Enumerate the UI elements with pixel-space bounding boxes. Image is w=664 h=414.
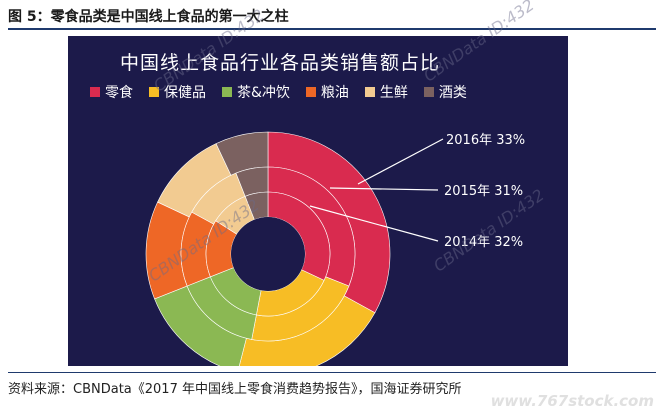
legend-swatch	[90, 87, 100, 97]
legend-swatch	[423, 87, 434, 97]
legend-swatch	[222, 87, 232, 97]
legend-item: 零食	[90, 82, 133, 102]
legend-label: 酒类	[438, 85, 467, 101]
site-watermark: www.767stock.com	[490, 392, 654, 410]
legend-item: 保健品	[149, 82, 206, 102]
legend-label: 粮油	[320, 85, 349, 101]
legend-label: 保健品	[164, 85, 206, 101]
legend-label: 茶&冲饮	[237, 85, 290, 101]
legend-swatch	[364, 87, 375, 97]
callout-line	[329, 187, 439, 191]
legend-swatch	[305, 87, 316, 97]
legend-label: 生鲜	[379, 85, 408, 101]
callout-label: 2015年 31%	[444, 184, 523, 199]
callout-line	[357, 138, 444, 185]
callout-label: 2016年 33%	[446, 133, 525, 148]
legend-item: 生鲜	[364, 82, 408, 102]
source-note: 资料来源：CBNData《2017 年中国线上零食消费趋势报告》，国海证券研究所	[8, 382, 462, 397]
figure-title: 图 5：零食品类是中国线上食品的第一大之柱	[8, 9, 289, 25]
legend-item: 茶&冲饮	[222, 82, 290, 102]
chart-legend: 零食 保健品 茶&冲饮 粮油 生鲜 酒类	[90, 82, 467, 102]
legend-label: 零食	[105, 85, 133, 101]
callout-line	[309, 205, 439, 242]
callout-label: 2014年 32%	[444, 235, 523, 250]
source-rule	[8, 372, 656, 373]
chart-title: 中国线上食品行业各品类销售额占比	[120, 52, 441, 74]
donut-hole	[231, 217, 305, 291]
title-rule	[8, 28, 656, 30]
donut-chart: 2016年 33% 2015年 31% 2014年 32%	[145, 131, 525, 366]
legend-swatch	[149, 87, 159, 97]
legend-item: 酒类	[423, 82, 467, 102]
legend-item: 粮油	[305, 82, 349, 102]
